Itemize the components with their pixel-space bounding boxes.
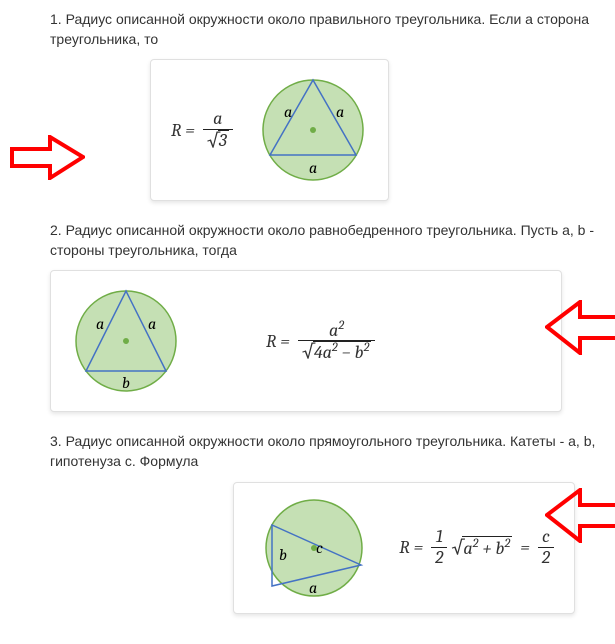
svg-text:a: a [96,315,104,333]
svg-text:a: a [336,103,344,121]
svg-text:b: b [279,546,287,564]
svg-text:a: a [148,315,156,333]
item-text-1: 1. Радиус описанной окружности около пра… [50,10,605,49]
diagram-isoceles: a a b [71,286,181,396]
diagram-equilateral: a a a [258,75,368,185]
formula-3: R = 12a2 + b2 = c2 [399,527,554,568]
svg-text:c: c [316,539,323,557]
item-text-2: 2. Радиус описанной окружности около рав… [50,221,605,260]
diagram-right: b c a [254,498,374,598]
card-2: a a b R = a24a2 − b2 [50,270,562,412]
svg-text:b: b [122,374,130,392]
svg-text:a: a [284,103,292,121]
svg-text:a: a [309,159,317,177]
arrow-1 [10,135,85,180]
svg-text:a: a [309,579,317,597]
card-3: b c a R = 12a2 + b2 = c2 [233,482,575,614]
item-text-3: 3. Радиус описанной окружности около пря… [50,432,605,471]
card-1: R = a3 a a a [150,59,389,201]
formula-2: R = a24a2 − b2 [266,320,375,364]
formula-1: R = a3 [171,109,233,152]
